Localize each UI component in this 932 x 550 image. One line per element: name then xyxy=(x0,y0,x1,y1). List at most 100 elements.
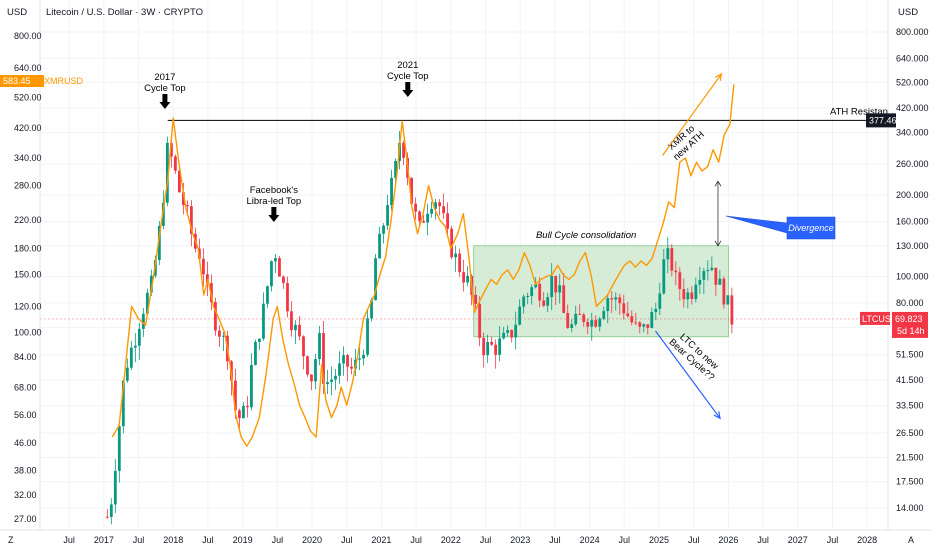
candle-body xyxy=(125,367,129,381)
candle-body xyxy=(494,344,498,355)
candle-body xyxy=(258,338,261,342)
left-tick-label: 56.00 xyxy=(14,410,37,420)
right-tick-label: 100.000 xyxy=(896,272,929,282)
candle-body xyxy=(718,278,722,285)
annotation-arrow-line xyxy=(655,330,721,419)
ltc-symbol-label: LTCUSD xyxy=(862,314,898,324)
candle-body xyxy=(582,314,586,322)
xmr-symbol-label: XMRUSD xyxy=(44,76,84,86)
candle-body xyxy=(298,324,301,337)
candle-body xyxy=(270,261,273,287)
candle-body xyxy=(450,228,454,258)
time-tick-label: Jul xyxy=(202,535,214,545)
candle-body xyxy=(314,359,317,382)
divergence-arrow-head-bottom xyxy=(714,240,722,247)
annotation-line-2: Cycle Top xyxy=(144,83,186,94)
ltc-candles xyxy=(105,130,734,525)
candle-body xyxy=(514,324,518,338)
candle-body xyxy=(438,202,442,207)
candle-body xyxy=(246,405,249,408)
candle-body xyxy=(634,322,638,324)
right-axis[interactable]: USD 14.000 17.500 21.500 26.500 33.500 41.500… xyxy=(887,0,932,530)
annotation-line-1: Facebook's xyxy=(250,185,299,196)
candle-body xyxy=(402,142,405,158)
candle-body xyxy=(370,300,373,319)
candle-body xyxy=(394,160,397,178)
candle-body xyxy=(454,253,458,258)
candle-body xyxy=(646,324,650,328)
candle-body xyxy=(334,375,337,380)
right-tick-label: 800.000 xyxy=(896,27,929,37)
candle-body xyxy=(654,308,658,313)
candle-body xyxy=(518,306,522,325)
candle-body xyxy=(169,142,173,157)
candle-body xyxy=(478,303,482,338)
annotation-line-2: Libra-led Top xyxy=(246,196,301,207)
candle-body xyxy=(222,335,225,337)
right-tick-label: 14.000 xyxy=(896,503,924,513)
right-tick-label: 640.000 xyxy=(896,53,929,63)
candle-body xyxy=(266,286,269,304)
candle-body xyxy=(185,204,189,207)
left-tick-label: 280.00 xyxy=(14,181,42,191)
candle-body xyxy=(254,341,257,365)
candle-body xyxy=(554,275,558,293)
left-tick-label: 180.00 xyxy=(14,244,42,254)
candle-body xyxy=(578,313,582,315)
left-axis[interactable]: USD 27.00 32.00 38.00 46.00 56.00 68.00 84.00 1… xyxy=(0,0,42,530)
divergence-callout xyxy=(725,215,836,240)
candle-body xyxy=(318,333,321,360)
candle-body xyxy=(121,380,125,427)
candle-body xyxy=(598,318,602,327)
candle-body xyxy=(302,336,305,357)
symbol-title: Litecoin / U.S. Dollar · 3W · CRYPTO xyxy=(46,7,203,18)
time-tick-label: 2017 xyxy=(94,535,114,545)
time-tick-label: Jul xyxy=(619,535,631,545)
candle-body xyxy=(486,341,490,356)
candle-body xyxy=(526,296,530,298)
candle-body xyxy=(290,311,293,331)
candle-body xyxy=(238,410,241,419)
time-axis[interactable]: Z A Jul 2017 Jul 2018 Jul 2019 Jul 2020 Jul 2021 J… xyxy=(0,529,932,550)
zoom-button[interactable]: Z xyxy=(8,535,14,545)
candle-body xyxy=(710,267,714,270)
candle-body xyxy=(546,297,550,306)
auto-scale-button[interactable]: A xyxy=(908,535,914,545)
candle-body xyxy=(498,338,502,355)
candle-body xyxy=(346,355,349,367)
candle-body xyxy=(286,283,289,312)
xmr-price-value: 583.45 xyxy=(3,76,31,86)
divergence-arrow-head-top xyxy=(714,180,722,187)
candle-body xyxy=(390,177,393,206)
candle-body xyxy=(594,320,598,327)
time-tick-label: Jul xyxy=(688,535,700,545)
right-tick-label: 520.000 xyxy=(896,78,929,88)
candle-body xyxy=(466,275,470,283)
candle-body xyxy=(210,283,213,303)
candle-body xyxy=(422,220,425,223)
right-tick-label: 21.500 xyxy=(896,453,924,463)
time-tick-label: Jul xyxy=(410,535,422,545)
candle-body xyxy=(177,170,181,193)
candle-body xyxy=(506,330,510,333)
candle-body xyxy=(278,258,281,277)
candle-body xyxy=(206,274,209,284)
candle-body xyxy=(610,298,614,300)
time-tick-label: 2028 xyxy=(857,535,877,545)
candle-body xyxy=(534,283,538,288)
candle-body xyxy=(338,363,341,376)
consolidation-label: Bull Cycle consolidation xyxy=(536,230,636,241)
time-tick-label: 2019 xyxy=(233,535,253,545)
candle-body xyxy=(522,296,526,307)
candle-body xyxy=(558,285,562,293)
candle-body xyxy=(161,202,165,226)
candle-body xyxy=(722,278,726,305)
right-tick-label: 160.000 xyxy=(896,216,929,226)
candle-body xyxy=(306,356,309,375)
right-tick-label: 200.000 xyxy=(896,190,929,200)
candle-body xyxy=(574,313,578,325)
ath-value-label: 377.465 xyxy=(869,115,902,125)
candle-body xyxy=(366,318,369,355)
candle-body xyxy=(350,366,353,369)
